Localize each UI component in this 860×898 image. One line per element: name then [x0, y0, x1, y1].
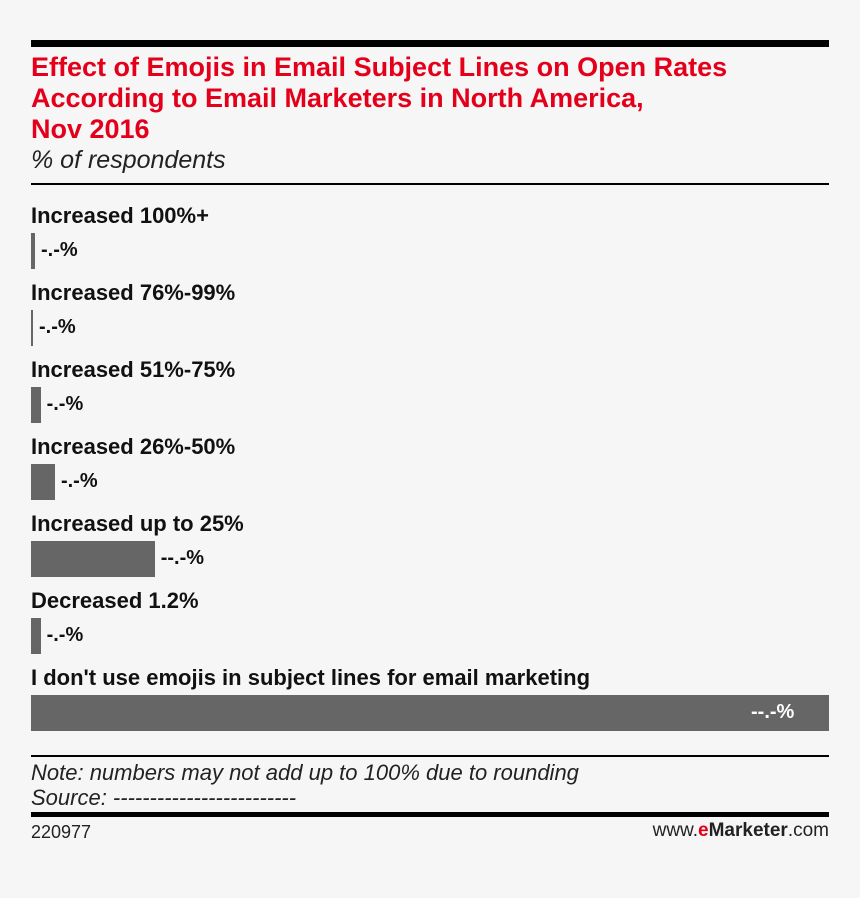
note-text: Note: numbers may not add up to 100% due…	[31, 760, 579, 785]
bar	[31, 387, 41, 423]
value-label: -.-%	[46, 393, 84, 415]
top-rule	[31, 40, 829, 47]
title-line-1: Effect of Emojis in Email Subject Lines …	[31, 52, 728, 82]
chart-notes: Note: numbers may not add up to 100% due…	[31, 760, 579, 810]
value-label: -.-%	[39, 316, 76, 338]
value-label: -.-%	[60, 470, 98, 492]
category-label: Increased up to 25%	[31, 511, 244, 536]
brand-suffix: .com	[787, 820, 829, 841]
title-line-3: Nov 2016	[31, 114, 150, 144]
value-label: --.-%	[751, 701, 795, 723]
category-label: I don't use emojis in subject lines for …	[31, 665, 591, 690]
value-label: -.-%	[40, 239, 78, 261]
chart-subtitle: % of respondents	[31, 146, 226, 174]
bar	[31, 695, 829, 731]
category-label: Increased 51%-75%	[31, 357, 236, 382]
category-label: Increased 100%+	[31, 203, 209, 228]
header-divider	[31, 183, 829, 185]
bar	[31, 618, 41, 654]
brand-prefix: www.	[652, 820, 699, 841]
category-label: Decreased 1.2%	[31, 588, 199, 613]
title-line-2: According to Email Marketers in North Am…	[31, 83, 644, 113]
category-label: Increased 76%-99%	[31, 280, 236, 305]
chart-id: 220977	[31, 822, 92, 842]
footer-divider	[31, 755, 829, 757]
value-label: --.-%	[160, 547, 205, 569]
source-text: Source: -------------------------	[31, 785, 297, 810]
chart-title: Effect of Emojis in Email Subject Lines …	[31, 52, 831, 145]
category-label: Increased 26%-50%	[31, 434, 236, 459]
bottom-rule	[31, 812, 829, 817]
value-label: -.-%	[46, 624, 84, 646]
brand-url[interactable]: www.eMarketer.com	[653, 820, 829, 842]
bar	[31, 233, 35, 269]
bar	[31, 541, 155, 577]
brand-e: e	[698, 820, 709, 841]
bar	[31, 310, 33, 346]
bar	[31, 464, 55, 500]
brand-name: Marketer	[708, 820, 788, 841]
